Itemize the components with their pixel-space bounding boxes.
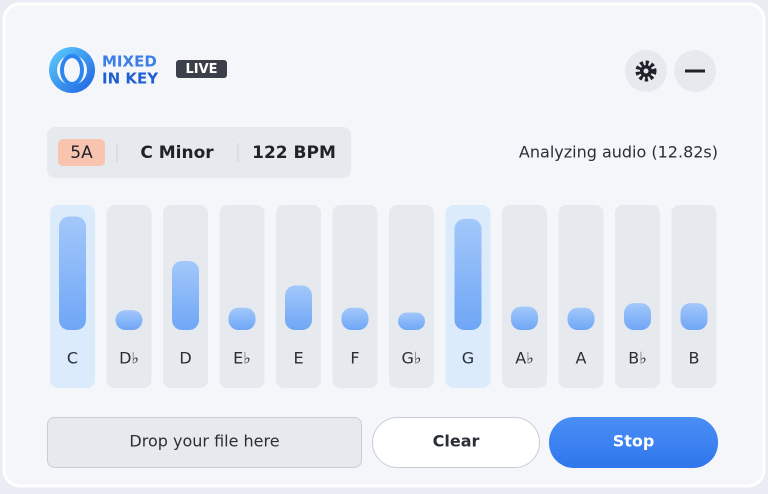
badge: LIVE [185,62,217,77]
note-label: D [179,349,191,368]
note-label: B [689,349,700,368]
note-bar [59,216,86,330]
note-column [671,205,717,388]
chroma-chart: C D♭ D E♭ E F G♭ G A♭ A B♭ B [50,205,717,388]
logo-text: IN KEY [102,70,159,88]
note-bar [398,312,425,330]
note-bar [567,307,595,330]
note-label: C [67,349,78,368]
note-label: D♭ [119,349,139,368]
note-column [502,205,547,388]
status: Analyzing audio (12.82s) [519,143,718,162]
note-column [389,205,434,388]
note-bar [285,285,312,330]
note-label: B♭ [628,349,647,368]
note-bar [454,218,482,330]
note-bar [172,260,199,330]
stop-label: Stop [613,432,655,451]
note-bar [115,310,143,330]
key-name: C Minor [140,143,214,163]
note-bar [511,306,538,330]
note-label: E♭ [233,349,251,368]
key-pill [58,139,105,166]
drop-label: Drop your file here [129,432,279,451]
note-label: F [350,349,359,368]
logo: MIXED IN KEY LIVE [49,47,227,93]
note-bar [228,307,256,330]
key-code: 5A [70,143,93,163]
note-column [332,205,378,388]
note-label: G [462,349,474,368]
note-label: A♭ [515,349,534,368]
note-label: G♭ [402,349,422,368]
note-bar [680,303,708,330]
drop-zone[interactable]: Drop your file here [47,417,362,468]
note-bar [624,303,651,330]
note-column [615,205,660,388]
clear-label: Clear [433,432,480,451]
clear-button[interactable]: Clear [372,417,540,468]
note-column [219,205,265,388]
note-label: E [293,349,303,368]
logo-text: MIXED [102,53,157,71]
note-bar [341,307,369,330]
minimize-button[interactable] [674,50,716,92]
note-label: A [576,349,587,368]
info-box [47,127,351,178]
stop-button[interactable]: Stop [549,417,718,468]
note-column [558,205,604,388]
tempo: 122 BPM [252,143,336,163]
settings-button[interactable] [625,50,667,92]
note-column [106,205,152,388]
